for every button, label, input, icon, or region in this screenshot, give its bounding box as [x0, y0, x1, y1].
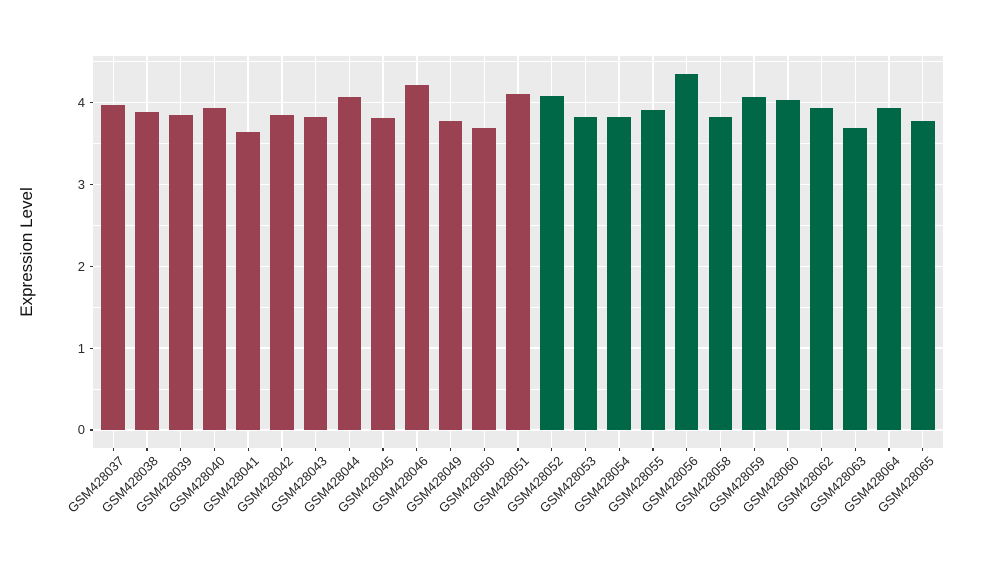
bar: [539, 96, 564, 430]
x-tick-mark: [281, 448, 283, 451]
bar: [573, 116, 598, 430]
bar: [337, 96, 362, 430]
bar: [202, 107, 227, 430]
bar: [776, 100, 800, 430]
x-tick-mark: [551, 448, 553, 451]
bar: [101, 105, 126, 430]
x-tick-mark: [922, 448, 924, 451]
y-tick-mark: [89, 347, 93, 349]
y-axis-title: Expression Level: [17, 187, 36, 317]
y-tick-mark: [89, 183, 93, 186]
x-tick-mark: [686, 448, 688, 451]
bar: [438, 120, 463, 430]
y-tick-label: 0: [77, 422, 85, 438]
x-tick-mark: [315, 448, 317, 451]
x-tick-mark: [719, 448, 721, 451]
x-tick-mark: [517, 448, 519, 451]
bar: [506, 94, 530, 430]
x-tick-mark: [213, 448, 216, 451]
bar: [910, 120, 935, 430]
x-tick-mark: [348, 448, 350, 451]
x-tick-mark: [247, 448, 249, 451]
x-tick-mark: [483, 448, 485, 451]
bar: [843, 128, 868, 430]
x-tick-mark: [820, 448, 823, 451]
x-tick-mark: [146, 448, 148, 451]
x-tick-mark: [449, 448, 452, 451]
bar: [371, 118, 395, 430]
bar: [708, 116, 733, 430]
x-tick-mark: [180, 448, 182, 451]
y-tick-label: 2: [77, 258, 85, 274]
bar: [135, 112, 159, 430]
y-tick-label: 1: [77, 340, 85, 356]
bar: [641, 110, 665, 430]
bar: [303, 116, 328, 430]
x-tick-mark: [753, 448, 755, 451]
x-tick-mark: [652, 448, 654, 451]
bar: [809, 107, 834, 430]
x-tick-mark: [854, 448, 856, 451]
bar: [674, 74, 699, 430]
x-tick-mark: [787, 448, 789, 451]
bar: [607, 116, 631, 430]
x-tick-mark: [416, 448, 418, 451]
x-tick-mark: [112, 448, 114, 451]
bar: [168, 114, 193, 430]
bar: [742, 96, 766, 430]
x-tick-mark: [888, 448, 890, 451]
y-tick-mark: [89, 102, 93, 104]
y-tick-mark: [89, 429, 93, 431]
bar: [877, 108, 901, 430]
y-tick-mark: [89, 265, 93, 267]
x-tick-mark: [382, 448, 384, 451]
bar: [270, 114, 294, 430]
x-tick-mark: [584, 448, 587, 451]
y-tick-label: 3: [77, 176, 85, 192]
x-tick-mark: [618, 448, 620, 451]
bar: [405, 84, 429, 430]
bar: [236, 132, 260, 430]
y-tick-label: 4: [77, 95, 85, 111]
bar: [472, 128, 497, 430]
